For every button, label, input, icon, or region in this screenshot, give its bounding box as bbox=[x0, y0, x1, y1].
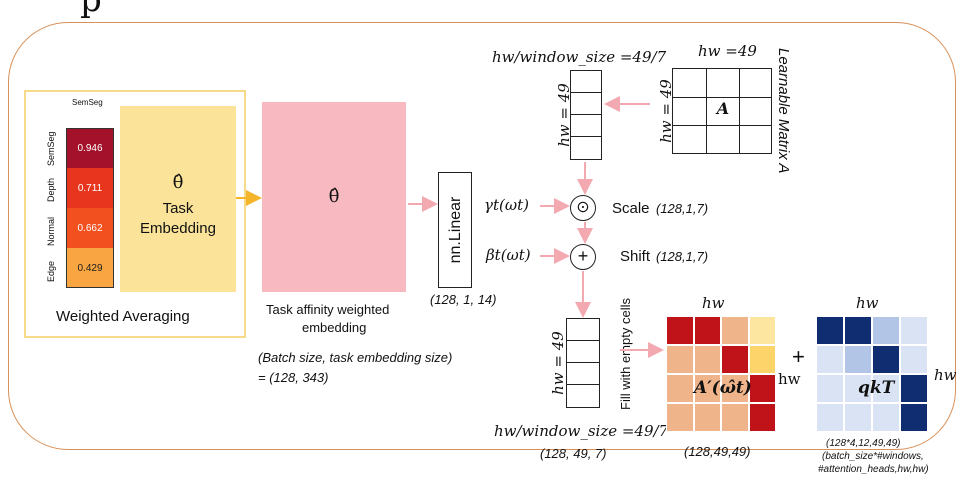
nn-linear-box: nn.Linear bbox=[438, 172, 472, 288]
a-prime-matrix bbox=[666, 316, 776, 432]
heatmap-row-label: Normal bbox=[46, 216, 56, 246]
task-embedding-block: θ̂ Task Embedding bbox=[120, 106, 236, 292]
bottom-vector-height-label: hw = 49 bbox=[549, 331, 567, 395]
matrix-cell bbox=[844, 403, 872, 432]
bottom-vector bbox=[566, 318, 600, 408]
task-embedding-line1: Task bbox=[162, 200, 194, 217]
shift-operator: + bbox=[570, 244, 596, 270]
gamma-function: γt(ωt) bbox=[484, 196, 529, 214]
heatmap-border bbox=[66, 128, 114, 288]
nn-linear-label: nn.Linear bbox=[447, 196, 464, 264]
a-prime-shape: (128,49,49) bbox=[684, 444, 751, 459]
matrix-cell bbox=[900, 403, 928, 432]
heatmap-row-label: Depth bbox=[46, 177, 56, 202]
qk-matrix bbox=[816, 316, 928, 432]
matrix-cell bbox=[721, 345, 749, 374]
weighted-averaging-box: SemSeg 0.946 0.711 0.662 0.429 SemSeg De… bbox=[24, 90, 246, 338]
batch-shape-line2: = (128, 343) bbox=[258, 370, 329, 385]
cropped-title-fragment: p bbox=[80, 0, 102, 20]
matrix-cell bbox=[693, 345, 721, 374]
matrix-cell bbox=[816, 374, 844, 403]
matrix-cell bbox=[666, 316, 694, 345]
qk-symbol: qkT bbox=[858, 378, 895, 398]
matrix-cell bbox=[721, 374, 749, 403]
weighted-averaging-caption: Weighted Averaging bbox=[56, 308, 190, 325]
matrix-cell bbox=[844, 374, 872, 403]
shift-label: Shift bbox=[620, 248, 651, 265]
matrix-cell bbox=[872, 374, 900, 403]
top-vector bbox=[570, 70, 602, 160]
beta-function: βt(ωt) bbox=[486, 246, 531, 264]
matrix-cell bbox=[748, 403, 776, 432]
affinity-embedding-block: θ̂ bbox=[262, 102, 406, 292]
top-vector-height-label: hw = 49 bbox=[555, 83, 573, 147]
matrix-cell bbox=[872, 345, 900, 374]
task-embedding-line2: Embedding bbox=[140, 220, 216, 237]
heatmap-cell: 0.946 bbox=[66, 128, 114, 168]
scale-operator: ⊙ bbox=[570, 195, 596, 221]
matrix-cell bbox=[666, 345, 694, 374]
a-prime-height-label: hw bbox=[778, 370, 801, 388]
scale-shape: (128,1,7) bbox=[656, 201, 709, 216]
matrix-cell bbox=[844, 316, 872, 345]
qk-shape-line3: #attention_heads,hw,hw) bbox=[818, 464, 929, 475]
matrix-cell bbox=[693, 374, 721, 403]
matrix-cell bbox=[693, 316, 721, 345]
heatmap-cell: 0.711 bbox=[66, 168, 114, 208]
theta-hat-symbol: θ̂ bbox=[172, 172, 184, 193]
affinity-caption-line1: Task affinity weighted bbox=[266, 302, 390, 317]
heatmap-row-label: SemSeg bbox=[46, 131, 56, 166]
matrix-cell bbox=[900, 316, 928, 345]
linear-shape: (128, 1, 14) bbox=[430, 292, 497, 307]
theta-hat-symbol: θ̂ bbox=[328, 186, 340, 207]
matrix-cell bbox=[844, 345, 872, 374]
a-prime-symbol: A′(ω̂t) bbox=[694, 378, 752, 398]
matrix-cell bbox=[748, 374, 776, 403]
heatmap-row-label: Edge bbox=[46, 260, 56, 282]
matrix-cell bbox=[872, 316, 900, 345]
outer-frame bbox=[8, 22, 956, 450]
affinity-caption-line2: embedding bbox=[302, 320, 367, 335]
qk-width-label: hw bbox=[856, 294, 879, 312]
matrix-cell bbox=[816, 403, 844, 432]
matrix-a-height-label: hw = 49 bbox=[657, 79, 675, 143]
learnable-matrix-label: Learnable Matrix A bbox=[775, 48, 792, 174]
matrix-cell bbox=[872, 403, 900, 432]
batch-shape-line1: (Batch size, task embedding size) bbox=[258, 350, 453, 365]
matrix-cell bbox=[816, 316, 844, 345]
matrix-cell bbox=[816, 345, 844, 374]
qk-shape-line2: (batch_size*#windows, bbox=[822, 451, 924, 462]
fill-empty-cells-label: Fill with empty cells bbox=[618, 298, 633, 410]
matrix-a-width-label: hw =49 bbox=[698, 42, 757, 60]
bottom-vector-shape: (128, 49, 7) bbox=[540, 446, 607, 461]
heatmap-cell: 0.429 bbox=[66, 248, 114, 288]
heatmap-cell: 0.662 bbox=[66, 208, 114, 248]
matrix-cell bbox=[666, 374, 694, 403]
top-vector-width-label: hw/window_size =49/7 bbox=[492, 48, 667, 66]
qk-height-label: hw bbox=[934, 366, 957, 384]
matrix-cell bbox=[900, 374, 928, 403]
matrix-a-grid: A bbox=[672, 68, 772, 154]
matrix-cell bbox=[721, 403, 749, 432]
a-prime-width-label: hw bbox=[702, 294, 725, 312]
shift-shape: (128,1,7) bbox=[656, 249, 709, 264]
matrix-a-symbol: A bbox=[716, 99, 730, 118]
qk-shape-line1: (128*4,12,49,49) bbox=[826, 438, 901, 449]
matrix-cell bbox=[666, 403, 694, 432]
heatmap-column-label: SemSeg bbox=[72, 98, 103, 107]
matrix-cell bbox=[693, 403, 721, 432]
matrix-cell bbox=[748, 316, 776, 345]
bottom-vector-width-label: hw/window_size =49/7 bbox=[494, 422, 669, 440]
matrix-cell bbox=[900, 345, 928, 374]
matrix-cell bbox=[748, 345, 776, 374]
scale-label: Scale bbox=[612, 200, 650, 217]
plus-sign: + bbox=[792, 344, 805, 369]
matrix-cell bbox=[721, 316, 749, 345]
